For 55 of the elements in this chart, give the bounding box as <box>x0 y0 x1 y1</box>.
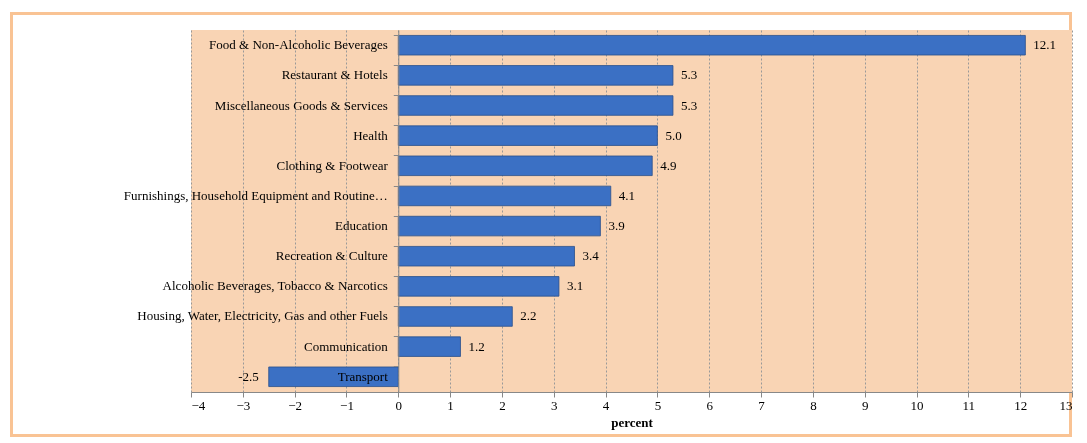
x-axis-title: percent <box>611 414 654 430</box>
data-label: 2.2 <box>520 308 537 324</box>
x-tick-label: −3 <box>236 397 251 413</box>
y-tick-label: Miscellaneous Goods & Services <box>214 97 388 113</box>
x-tick-label: −4 <box>191 397 206 413</box>
x-tick-label: −1 <box>340 397 354 413</box>
x-tick-label: 10 <box>910 397 924 413</box>
x-tick-label: 11 <box>962 397 976 413</box>
data-label: 3.1 <box>566 278 584 294</box>
x-tick-label: 9 <box>861 397 869 413</box>
data-label: 5.3 <box>680 67 698 83</box>
data-label: 5.3 <box>680 97 698 113</box>
y-tick-label: Health <box>353 127 389 143</box>
y-tick-label: Recreation & Culture <box>275 248 389 264</box>
x-tick-label: 0 <box>395 397 403 413</box>
x-tick-label: 3 <box>551 397 558 413</box>
x-tick-label: 8 <box>810 397 817 413</box>
y-tick-label: Transport <box>337 368 389 384</box>
data-label: 4.9 <box>660 157 677 173</box>
data-label: 3.9 <box>608 218 625 234</box>
x-tick-label: 2 <box>499 397 506 413</box>
data-label: 12.1 <box>1033 37 1057 53</box>
bar <box>397 185 612 207</box>
bar <box>397 246 575 267</box>
y-tick-label: Alcoholic Beverages, Tobacco & Narcotics <box>162 278 388 294</box>
y-tick-label: Restaurant & Hotels <box>281 67 388 83</box>
bar <box>397 125 658 146</box>
x-tick-label: 7 <box>758 397 766 413</box>
bar <box>397 155 653 176</box>
bar <box>397 336 461 357</box>
y-tick-label: Clothing & Footwear <box>276 157 389 173</box>
x-tick-label: 4 <box>602 397 610 413</box>
bar <box>397 35 1026 56</box>
x-tick-label: −2 <box>288 397 303 413</box>
bar <box>397 276 560 297</box>
y-tick-label: Food & Non-Alcoholic Beverages <box>209 37 388 53</box>
y-tick-label: Education <box>335 218 389 234</box>
x-tick-label: 1 <box>447 397 454 413</box>
y-tick-label: Communication <box>304 338 389 354</box>
bar <box>397 65 674 86</box>
x-tick-label: 6 <box>706 397 714 413</box>
bar <box>397 215 601 237</box>
x-tick-label: 5 <box>654 397 662 413</box>
bar <box>268 366 399 387</box>
data-label: 4.1 <box>618 187 636 203</box>
y-tick-label: Furnishings, Household Equipment and Routine… <box>123 187 388 203</box>
y-tick-label: Housing, Water, Electricity, Gas and other Fuels <box>137 308 388 324</box>
data-label: 1.2 <box>468 338 485 354</box>
bar <box>397 95 674 116</box>
x-tick-label: 12 <box>1014 397 1028 413</box>
data-label: 5.0 <box>665 127 682 143</box>
x-tick-label: 13 <box>1059 397 1073 413</box>
data-label: -2.5 <box>238 368 259 384</box>
bar <box>397 306 513 327</box>
data-label: 3.4 <box>582 248 600 264</box>
